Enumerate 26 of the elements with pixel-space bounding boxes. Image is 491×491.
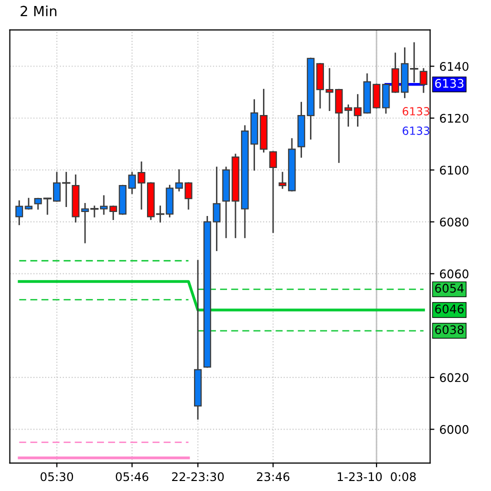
data-label: 6054 — [435, 284, 464, 293]
y-tick-label: 6140 — [440, 62, 468, 71]
candlestick — [269, 151, 277, 233]
annotation: 6133 — [402, 107, 430, 116]
x-tick-label: 23:46 — [256, 472, 290, 482]
y-tick-label: 6060 — [440, 269, 468, 278]
x-tick-label: 1-23-10 0:08 — [338, 472, 416, 482]
candlestick — [15, 200, 24, 226]
x-tick-label: 22-23:30 — [172, 472, 224, 482]
y-tick-label: 6120 — [440, 114, 468, 123]
candlestick — [420, 68, 428, 93]
y-tick-label: 6100 — [440, 166, 468, 175]
chart-title: 2 Min — [20, 6, 56, 16]
candlestick — [109, 206, 118, 220]
candlestick — [24, 198, 32, 210]
y-tick-label: 6020 — [440, 373, 468, 382]
x-tick-label: 05:30 — [40, 472, 74, 482]
y-tick-label: 6000 — [440, 425, 468, 434]
x-tick-label: 05:46 — [116, 472, 148, 482]
candlestick — [354, 94, 362, 127]
data-label: 6046 — [435, 304, 464, 314]
data-label: 6133 — [435, 78, 464, 88]
data-label: 6038 — [435, 325, 464, 334]
annotation: 6133 — [402, 126, 430, 135]
candlestick — [212, 166, 221, 252]
y-tick-label: 6080 — [440, 218, 468, 226]
